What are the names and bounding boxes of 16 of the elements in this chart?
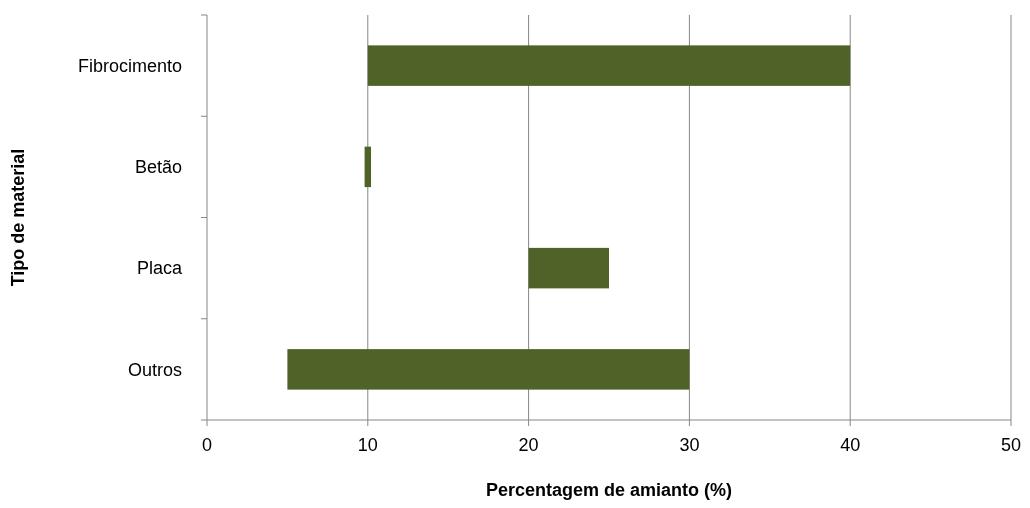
- x-tick-label: 30: [679, 435, 700, 455]
- bar: [528, 247, 609, 289]
- x-tick-label: 10: [357, 435, 378, 455]
- y-tick-label: Betão: [134, 157, 182, 178]
- y-tick-label: Outros: [127, 359, 182, 380]
- bar: [364, 146, 372, 188]
- x-tick-label: 50: [1000, 435, 1022, 455]
- y-tick-label: Placa: [136, 258, 183, 279]
- x-tick-label: 0: [201, 435, 213, 455]
- x-tick-label: 40: [840, 435, 861, 455]
- bar: [367, 45, 851, 86]
- y-axis-title: Tipo de material: [8, 148, 28, 287]
- x-tick-label: 20: [518, 435, 539, 455]
- y-tick-label: Fibrocimento: [77, 55, 182, 76]
- bar: [287, 349, 690, 390]
- x-axis-title: Percentagem de amianto (%): [485, 480, 733, 500]
